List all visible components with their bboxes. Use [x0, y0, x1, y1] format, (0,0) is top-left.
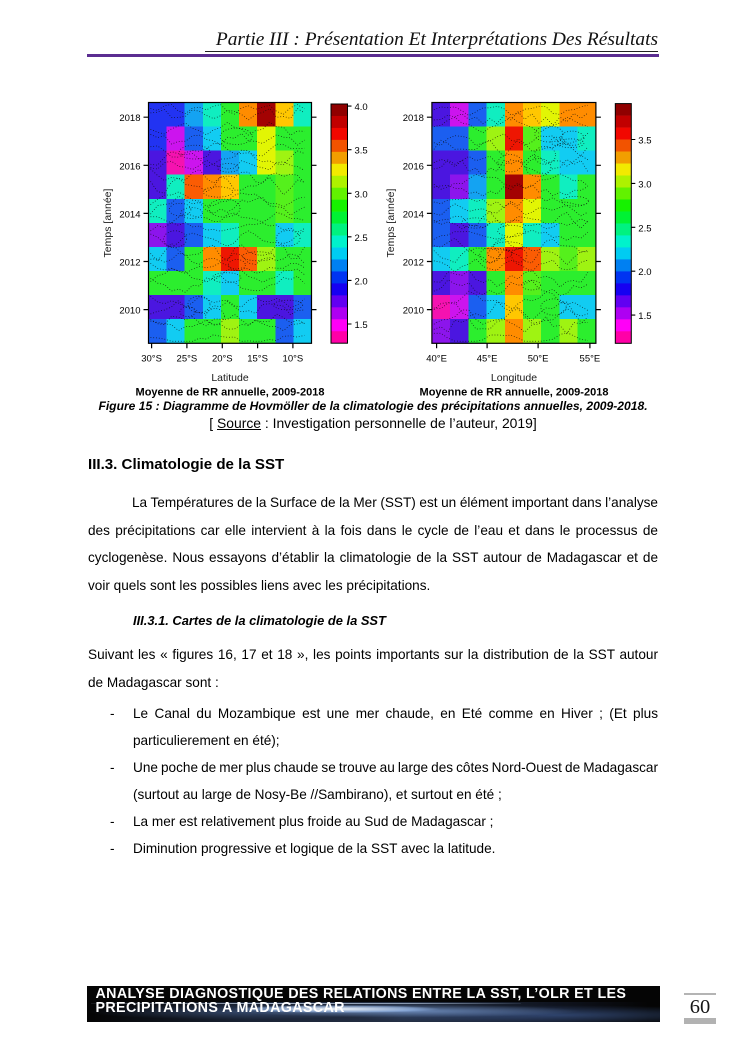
- svg-text:2016: 2016: [119, 161, 140, 172]
- svg-text:Temps [année]: Temps [année]: [102, 188, 114, 257]
- svg-text:2012: 2012: [119, 258, 140, 269]
- svg-text:30°S: 30°S: [141, 353, 162, 364]
- svg-text:2010: 2010: [119, 306, 140, 317]
- svg-text:45°E: 45°E: [477, 353, 498, 364]
- svg-text:Moyenne de RR annuelle, 2009-2: Moyenne de RR annuelle, 2009-2018: [420, 387, 609, 399]
- svg-text:3.0: 3.0: [638, 179, 651, 190]
- svg-text:2014: 2014: [119, 209, 140, 220]
- svg-text:Temps [année]: Temps [année]: [385, 188, 397, 257]
- svg-text:2.5: 2.5: [355, 233, 368, 244]
- svg-text:2014: 2014: [403, 209, 424, 220]
- svg-text:Moyenne de RR annuelle, 2009-2: Moyenne de RR annuelle, 2009-2018: [136, 387, 325, 399]
- svg-text:55°E: 55°E: [580, 353, 601, 364]
- svg-text:3.0: 3.0: [355, 189, 368, 200]
- svg-text:15°S: 15°S: [247, 353, 268, 364]
- svg-text:50°E: 50°E: [528, 353, 549, 364]
- svg-text:3.5: 3.5: [355, 146, 368, 157]
- svg-text:1.5: 1.5: [355, 320, 368, 331]
- svg-text:20°S: 20°S: [212, 353, 233, 364]
- svg-text:2.0: 2.0: [638, 267, 651, 278]
- svg-text:25°S: 25°S: [177, 353, 198, 364]
- svg-text:1.5: 1.5: [638, 311, 651, 322]
- svg-text:2010: 2010: [403, 306, 424, 317]
- svg-text:3.5: 3.5: [638, 136, 651, 147]
- svg-text:2018: 2018: [119, 113, 140, 124]
- svg-text:2016: 2016: [403, 161, 424, 172]
- svg-text:2012: 2012: [403, 258, 424, 269]
- svg-text:2.0: 2.0: [355, 276, 368, 287]
- svg-text:2.5: 2.5: [638, 223, 651, 234]
- svg-text:4.0: 4.0: [355, 102, 368, 113]
- svg-text:Longitude: Longitude: [491, 372, 537, 384]
- svg-text:10°S: 10°S: [283, 353, 304, 364]
- svg-text:2018: 2018: [403, 113, 424, 124]
- svg-text:Latitude: Latitude: [211, 372, 249, 384]
- svg-text:40°E: 40°E: [426, 353, 447, 364]
